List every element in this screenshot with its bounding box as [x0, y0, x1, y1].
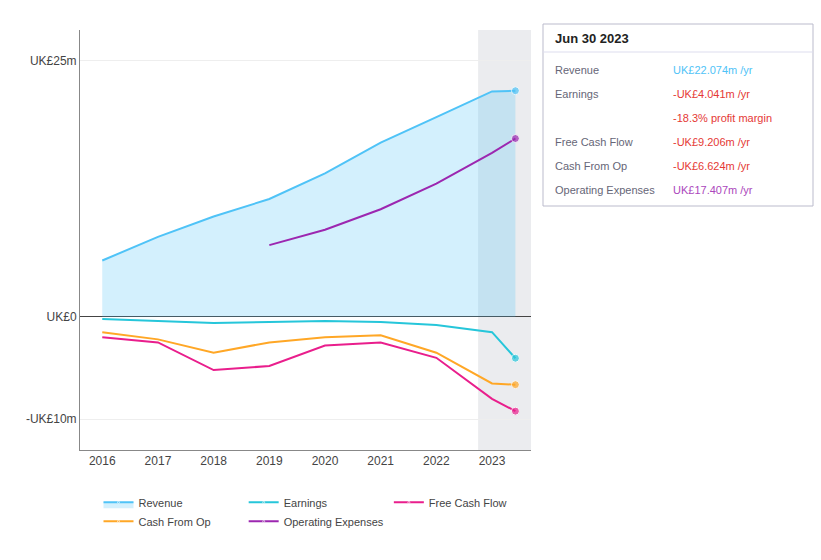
svg-text:-UK£9.206m /yr: -UK£9.206m /yr [673, 136, 750, 148]
svg-text:Operating Expenses: Operating Expenses [555, 184, 655, 196]
svg-text:2018: 2018 [200, 454, 227, 468]
svg-text:2021: 2021 [367, 454, 394, 468]
svg-text:Earnings: Earnings [555, 88, 599, 100]
svg-text:2016: 2016 [89, 454, 116, 468]
svg-text:Jun 30 2023: Jun 30 2023 [555, 31, 629, 46]
svg-text:-18.3% profit margin: -18.3% profit margin [673, 112, 772, 124]
svg-text:2022: 2022 [423, 454, 450, 468]
svg-text:UK£17.407m /yr: UK£17.407m /yr [673, 184, 753, 196]
svg-text:Revenue: Revenue [139, 497, 183, 509]
svg-text:Operating Expenses: Operating Expenses [284, 516, 384, 528]
svg-text:Earnings: Earnings [284, 497, 328, 509]
svg-text:-UK£10m: -UK£10m [26, 412, 77, 426]
svg-text:UK£25m: UK£25m [30, 54, 77, 68]
svg-text:Cash From Op: Cash From Op [139, 516, 211, 528]
svg-text:Cash From Op: Cash From Op [555, 160, 627, 172]
svg-text:UK£0: UK£0 [47, 310, 77, 324]
svg-text:2017: 2017 [145, 454, 172, 468]
svg-text:Free Cash Flow: Free Cash Flow [429, 497, 507, 509]
svg-text:2023: 2023 [479, 454, 506, 468]
svg-text:Revenue: Revenue [555, 64, 599, 76]
svg-text:2020: 2020 [312, 454, 339, 468]
svg-text:2019: 2019 [256, 454, 283, 468]
svg-text:-UK£6.624m /yr: -UK£6.624m /yr [673, 160, 750, 172]
svg-text:-UK£4.041m /yr: -UK£4.041m /yr [673, 88, 750, 100]
svg-text:UK£22.074m /yr: UK£22.074m /yr [673, 64, 753, 76]
svg-text:Free Cash Flow: Free Cash Flow [555, 136, 633, 148]
